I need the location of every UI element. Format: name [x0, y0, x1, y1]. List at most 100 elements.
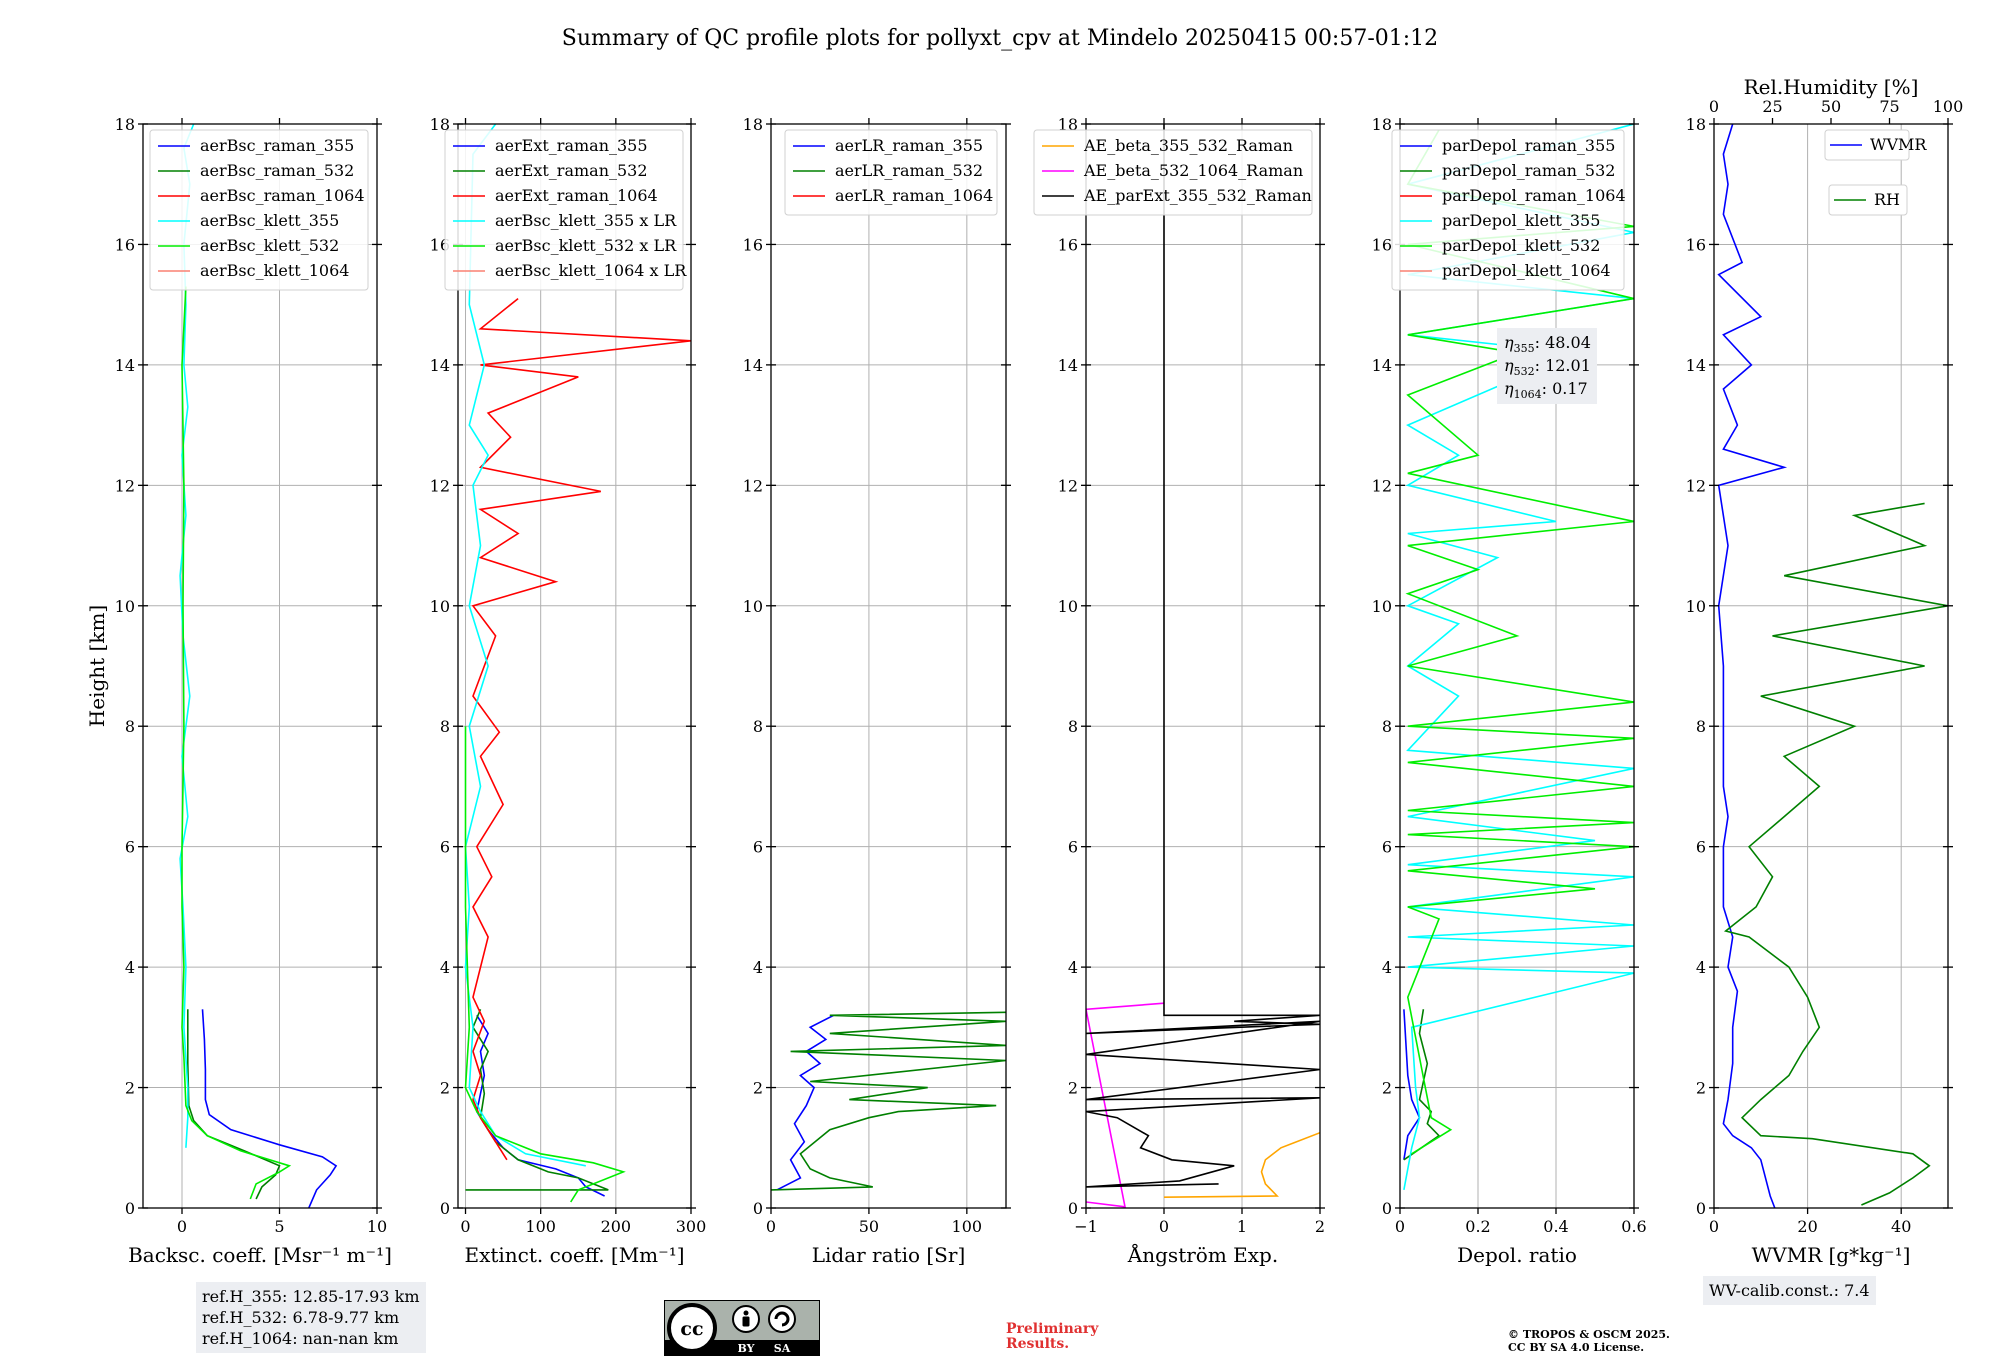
sa-sharealike-icon [768, 1305, 796, 1333]
legend-wvmr: WVMR [1824, 129, 1927, 161]
legend-box [1391, 129, 1625, 291]
series-line-AE_beta_355_532_Raman [1163, 1131, 1320, 1198]
series-line-aerBsc_klett_532 x LR [464, 726, 626, 1203]
ytick-label: 16 [1058, 235, 1078, 254]
series-line-aerLR_raman_532 [771, 1011, 1006, 1191]
series-line-AE_parExt_355_532_Raman [1086, 124, 1320, 1188]
ytick-label: 0 [1382, 1199, 1392, 1218]
cc-logo-icon [667, 1303, 717, 1353]
sa-arrow [774, 1311, 790, 1327]
ytick-label: 14 [430, 356, 450, 375]
prelim-line-2: Results. [1006, 1336, 1070, 1352]
axes-frame [770, 123, 1007, 1209]
axes-frame [1713, 123, 1949, 1209]
ytick-label: 8 [1696, 717, 1706, 736]
legend-label: aerBsc_klett_1064 [200, 261, 349, 280]
ytick-label: 4 [1068, 958, 1078, 977]
sa-label: SA [774, 1342, 791, 1355]
series-line-aerBsc_raman_532 [187, 1009, 281, 1200]
xtick-label: 0.4 [1543, 1217, 1568, 1236]
xtick-label: 0 [766, 1217, 776, 1236]
ytick-label: 10 [1372, 597, 1392, 616]
ytick-label: 0 [440, 1199, 450, 1218]
xtick-label: 0 [1395, 1217, 1405, 1236]
ytick-label: 14 [1058, 356, 1078, 375]
x2tick-label: 25 [1762, 97, 1782, 116]
xtick-label: 20 [1797, 1217, 1817, 1236]
series-line-parDepol_klett_532 [1405, 129, 1634, 1155]
ytick-label: 14 [1372, 356, 1392, 375]
ytick-label: 18 [1686, 115, 1706, 134]
ytick-label: 14 [743, 356, 763, 375]
yaxis-label: Height [km] [85, 605, 109, 727]
eta-line: η355: 48.04 [1504, 333, 1591, 355]
ytick-label: 10 [115, 597, 135, 616]
ytick-label: 18 [430, 115, 450, 134]
panel-lidar_ratio: 0 2 4 6 8 10 12 14 16 18 0 50 100 Lidar ratio [Sr] aer… [743, 115, 1011, 1267]
copyright-line-2: CC BY SA 4.0 License. [1508, 1341, 1645, 1354]
series-line-aerLR_raman_355 [776, 1014, 835, 1191]
ytick-label: 12 [1686, 476, 1706, 495]
xtick-label: 10 [367, 1217, 387, 1236]
reference-height-box: ref.H_355: 12.85-17.93 km ref.H_532: 6.7… [196, 1282, 426, 1353]
by-figure-head [743, 1310, 749, 1316]
ytick-label: 16 [1372, 235, 1392, 254]
wv-calib-text: WV-calib.const.: 7.4 [1709, 1281, 1870, 1300]
legend-label: parDepol_klett_1064 [1442, 261, 1611, 280]
legend-label: aerBsc_klett_1064 x LR [495, 261, 687, 280]
ytick-label: 6 [1382, 838, 1392, 857]
ytick-label: 4 [753, 958, 763, 977]
legend: aerLR_raman_355 aerLR_raman_532 aerLR_rama… [784, 129, 998, 216]
series-group [771, 1011, 1006, 1191]
ytick-label: 2 [1382, 1079, 1392, 1098]
series-line-parDepol_raman_355 [1403, 1009, 1421, 1160]
xtick-label: 0.2 [1465, 1217, 1490, 1236]
series-line-aerExt_raman_1064 [471, 297, 691, 1161]
legend-box [1824, 129, 1910, 161]
ytick-label: 2 [440, 1079, 450, 1098]
xtick-label: 40 [1891, 1217, 1911, 1236]
xaxis-label: Ångström Exp. [1127, 1242, 1278, 1267]
ytick-label: 16 [743, 235, 763, 254]
ref-height-532: ref.H_532: 6.78-9.77 km [202, 1308, 400, 1327]
ytick-label: 12 [115, 476, 135, 495]
x2tick-label: 0 [1709, 97, 1719, 116]
ytick-label: 6 [753, 838, 763, 857]
xtick-label: 5 [274, 1217, 284, 1236]
legend-label: aerLR_raman_1064 [835, 186, 993, 205]
legend-label: aerBsc_klett_532 x LR [495, 236, 677, 255]
xaxis-label: Depol. ratio [1457, 1243, 1577, 1267]
ytick-label: 10 [743, 597, 763, 616]
ytick-label: 6 [440, 838, 450, 857]
xtick-label: 200 [601, 1217, 632, 1236]
ytick-label: 0 [125, 1199, 135, 1218]
ytick-label: 2 [1696, 1079, 1706, 1098]
ytick-label: 4 [440, 958, 450, 977]
ref-height-355: ref.H_355: 12.85-17.93 km [202, 1287, 420, 1306]
ytick-label: 10 [1058, 597, 1078, 616]
legend-box [444, 129, 684, 291]
figure-title: Summary of QC profile plots for pollyxt_… [562, 26, 1438, 51]
ytick-label: 4 [1382, 958, 1392, 977]
ytick-label: 6 [1068, 838, 1078, 857]
copyright-note: © TROPOS & OSCM 2025. CC BY SA 4.0 Licen… [1508, 1328, 1670, 1354]
ytick-label: 18 [1058, 115, 1078, 134]
legend-label: aerExt_raman_532 [495, 161, 648, 180]
panel-backscatter: 0 2 4 6 8 10 12 14 16 18 0 5 10 Backsc. coeff. [Msr⁻¹… [85, 115, 392, 1267]
ytick-label: 18 [1372, 115, 1392, 134]
ytick-label: 0 [753, 1199, 763, 1218]
legend-box [1033, 129, 1313, 216]
xtick-label: 0 [460, 1217, 470, 1236]
xtick-label: 50 [859, 1217, 879, 1236]
prelim-line-1: Preliminary [1006, 1321, 1099, 1337]
axes-frame [1085, 123, 1321, 1209]
xaxis-label: Extinct. coeff. [Mm⁻¹] [464, 1243, 684, 1267]
ytick-label: 14 [115, 356, 135, 375]
xtick-label: 1 [1237, 1217, 1247, 1236]
eta-line: η532: 12.01 [1504, 356, 1591, 378]
legend-rh: RH [1828, 184, 1908, 216]
ytick-label: 10 [1686, 597, 1706, 616]
